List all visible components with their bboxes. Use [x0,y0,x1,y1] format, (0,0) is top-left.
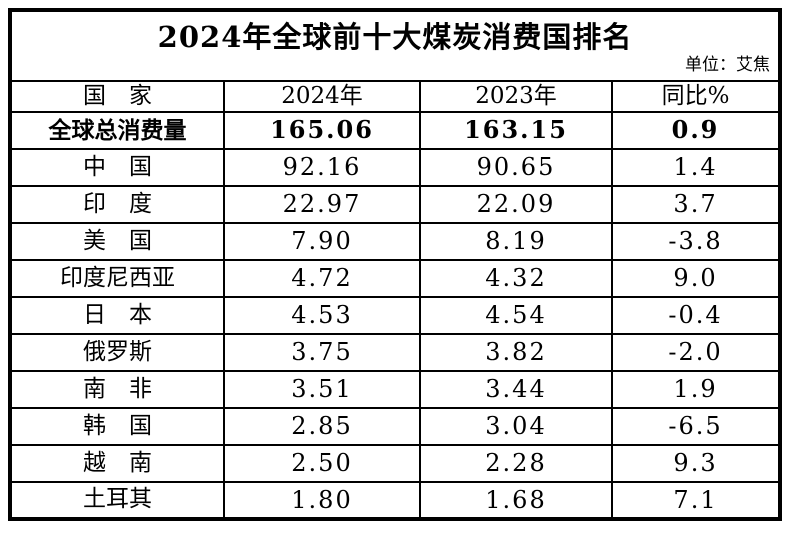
value-2023-cell: 1.68 [419,481,613,520]
header-2023: 2023年 [419,80,613,113]
table-row: 日 本 4.53 4.54 -0.4 [9,296,782,335]
value-2024-cell: 3.75 [223,333,421,372]
country-cell: 俄罗斯 [9,333,225,372]
country-cell: 南 非 [9,370,225,409]
value-2023-cell: 3.82 [419,333,613,372]
table-row: 越 南 2.50 2.28 9.3 [9,444,782,483]
value-2024-cell: 2.50 [223,444,421,483]
title-row: 2024年全球前十大煤炭消费国排名 单位：艾焦 [8,9,782,82]
value-2023-cell: 2.28 [419,444,613,483]
country-cell: 越 南 [9,444,225,483]
value-2024-cell: 92.16 [223,148,421,187]
table-row: 印 度 22.97 22.09 3.7 [9,185,782,224]
yoy-cell: -2.0 [610,333,782,372]
value-2024-cell: 4.53 [223,296,421,335]
country-cell: 中 国 [9,148,225,187]
country-cell: 印 度 [9,185,225,224]
country-cell: 美 国 [9,222,225,261]
table-row: 美 国 7.90 8.19 -3.8 [9,222,782,261]
value-2024-cell: 7.90 [223,222,421,261]
value-2023-cell: 8.19 [419,222,613,261]
table-row: 印度尼西亚 4.72 4.32 9.0 [9,259,782,298]
yoy-cell: -6.5 [610,407,782,446]
value-2023-cell: 3.44 [419,370,613,409]
table-row: 俄罗斯 3.75 3.82 -2.0 [9,333,782,372]
table-title: 2024年全球前十大煤炭消费国排名 [157,20,633,55]
header-2024: 2024年 [223,80,421,113]
value-2023-cell: 163.15 [419,111,613,150]
value-2023-cell: 22.09 [419,185,613,224]
value-2024-cell: 4.72 [223,259,421,298]
yoy-cell: 7.1 [610,481,782,520]
unit-note: 单位：艾焦 [685,55,771,76]
coal-consumption-ranking-table: 2024年全球前十大煤炭消费国排名 单位：艾焦 国 家 2024年 2023年 … [8,8,783,521]
table-row: 土耳其 1.80 1.68 7.1 [9,481,782,520]
yoy-cell: 9.0 [610,259,782,298]
table-row: 中 国 92.16 90.65 1.4 [9,148,782,187]
title-cell: 2024年全球前十大煤炭消费国排名 单位：艾焦 [8,9,782,82]
header-country: 国 家 [9,80,225,113]
value-2023-cell: 4.54 [419,296,613,335]
yoy-cell: 1.4 [610,148,782,187]
header-row: 国 家 2024年 2023年 同比% [9,80,782,113]
yoy-cell: 3.7 [610,185,782,224]
yoy-cell: 9.3 [610,444,782,483]
value-2024-cell: 2.85 [223,407,421,446]
table-row-global-total: 全球总消费量 165.06 163.15 0.9 [9,111,782,150]
country-cell: 日 本 [9,296,225,335]
value-2024-cell: 3.51 [223,370,421,409]
value-2024-cell: 1.80 [223,481,421,520]
yoy-cell: 1.9 [610,370,782,409]
header-yoy: 同比% [610,80,782,113]
country-cell: 土耳其 [9,481,225,520]
table-row: 南 非 3.51 3.44 1.9 [9,370,782,409]
yoy-cell: 0.9 [610,111,782,150]
value-2023-cell: 3.04 [419,407,613,446]
country-cell: 全球总消费量 [9,111,225,150]
yoy-cell: -0.4 [610,296,782,335]
value-2023-cell: 4.32 [419,259,613,298]
table-row: 韩 国 2.85 3.04 -6.5 [9,407,782,446]
value-2024-cell: 165.06 [223,111,421,150]
yoy-cell: -3.8 [610,222,782,261]
value-2024-cell: 22.97 [223,185,421,224]
country-cell: 韩 国 [9,407,225,446]
country-cell: 印度尼西亚 [9,259,225,298]
value-2023-cell: 90.65 [419,148,613,187]
